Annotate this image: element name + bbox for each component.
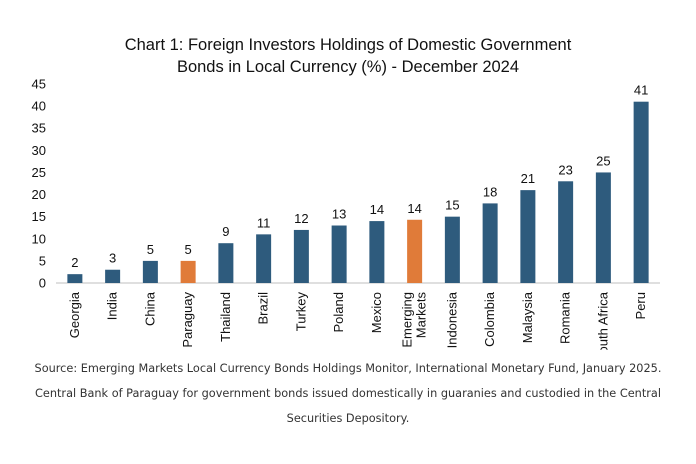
category-label: Poland [331,292,346,332]
bar [520,190,536,283]
data-label: 9 [222,224,229,239]
bars [67,101,649,283]
y-tick-label: 40 [32,99,46,114]
bar [369,221,385,283]
category-label: Emerging [400,292,415,348]
y-tick-label: 35 [32,121,46,136]
y-tick-label: 10 [32,231,46,246]
y-tick-label: 5 [39,253,46,268]
y-tick-label: 25 [32,165,46,180]
bar [293,229,309,283]
y-tick-label: 30 [32,143,46,158]
data-label: 21 [521,171,535,186]
bar [142,260,158,283]
data-label: 5 [147,242,154,257]
y-tick-label: 15 [32,209,46,224]
category-label: South Africa [595,291,610,350]
bar [558,181,574,283]
data-label: 2 [71,255,78,270]
category-label: Indonesia [444,291,459,348]
chart-title-line-2: Bonds in Local Currency (%) - December 2… [177,58,519,76]
category-label: Romania [558,291,573,344]
chart-title-line-1: Chart 1: Foreign Investors Holdings of D… [125,36,572,54]
data-label: 13 [332,207,346,222]
data-label: 14 [370,202,384,217]
category-label: Mexico [369,292,384,333]
y-tick-label: 0 [39,276,46,291]
bar [444,216,460,283]
source-note: Source: Emerging Markets Local Currency … [34,362,662,425]
bar [482,203,498,283]
data-label: 5 [185,242,192,257]
bar [180,260,196,283]
category-label: Georgia [67,291,82,338]
bar [256,234,272,283]
category-label: Colombia [482,291,497,347]
category-label: Paraguay [180,292,195,348]
bar [407,219,423,283]
y-tick-label: 20 [32,187,46,202]
category-label: Malaysia [520,291,535,343]
category-label: India [105,291,120,320]
data-label: 3 [109,251,116,266]
x-axis-labels: Georgia India China Paraguay Thailand Brazil T… [67,291,648,350]
y-tick-label: 45 [32,77,46,92]
data-label: 12 [294,211,308,226]
bar [633,101,649,283]
bar [218,243,234,283]
category-label: Turkey [293,292,308,332]
data-label: 41 [634,83,648,98]
bar-chart: Chart 1: Foreign Investors Holdings of D… [32,36,660,350]
bar [67,274,83,283]
data-label: 18 [483,184,497,199]
data-label: 14 [407,201,421,216]
data-label: 25 [596,153,610,168]
bar [331,225,347,283]
category-label: Thailand [218,292,233,342]
bar [595,172,611,283]
data-label: 23 [558,162,572,177]
category-label: Markets [414,292,429,339]
data-label: 11 [257,215,271,230]
category-label: China [142,291,157,326]
data-label: 15 [445,198,459,213]
bar [105,269,121,283]
category-label: Peru [633,292,648,319]
category-label: Brazil [256,292,271,325]
